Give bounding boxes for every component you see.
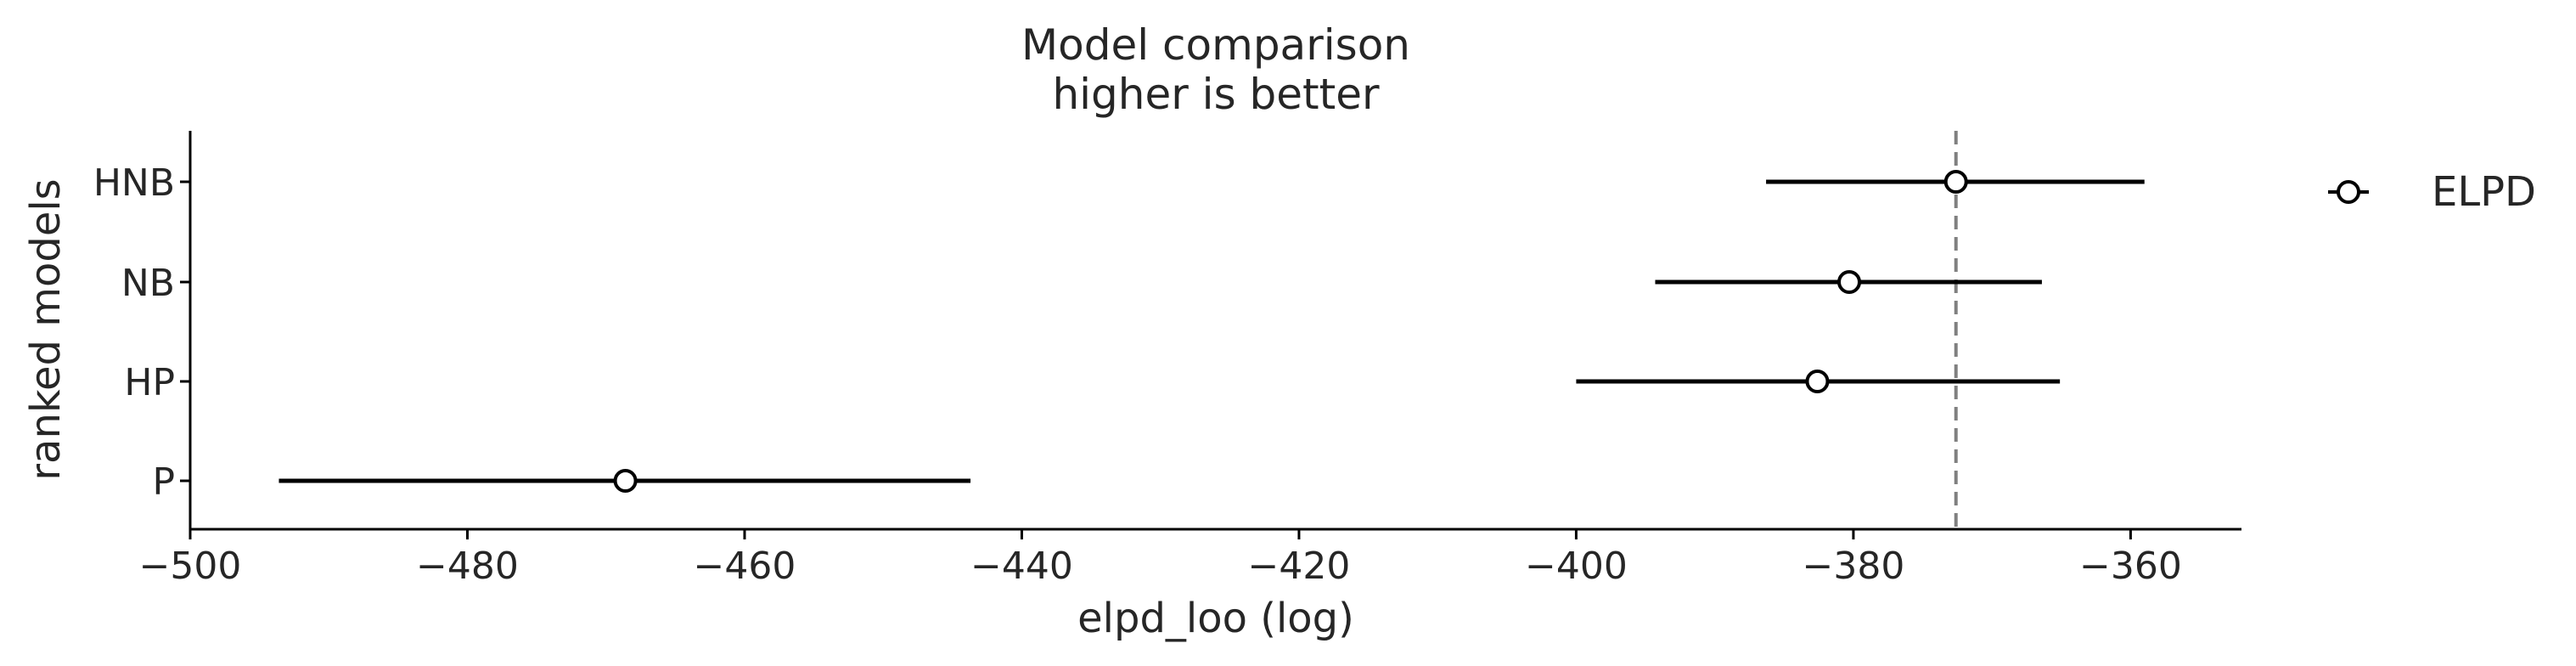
y-axis-label: ranked models (22, 178, 70, 480)
x-tick-label: −460 (694, 545, 796, 588)
x-axis-label: elpd_loo (log) (1077, 595, 1354, 642)
y-tick-label-nb: NB (121, 262, 175, 305)
y-tick-label-hnb: HNB (93, 161, 175, 205)
x-ticks: −500 −480 −460 −440 −420 −400 −380 −360 (139, 529, 2182, 588)
y-tick-label-p: P (152, 460, 175, 504)
point-hnb (1943, 170, 1968, 194)
point-hp (1805, 370, 1830, 393)
data-points (613, 170, 1968, 493)
x-tick-label: −420 (1248, 545, 1351, 588)
x-tick-label: −400 (1525, 545, 1628, 588)
x-tick-label: −500 (139, 545, 242, 588)
x-tick-label: −360 (2079, 545, 2182, 588)
y-tick-label-hp: HP (124, 361, 175, 404)
legend: ELPD (2328, 168, 2536, 216)
point-nb (1837, 270, 1862, 294)
x-tick-label: −380 (1802, 545, 1904, 588)
chart-subtitle: higher is better (1052, 70, 1380, 119)
error-bars (278, 179, 2145, 483)
y-ticks: HNB NB HP P (93, 161, 190, 504)
legend-label: ELPD (2432, 168, 2536, 216)
x-tick-label: −440 (970, 545, 1073, 588)
legend-marker (2337, 180, 2360, 204)
chart-title: Model comparison (1021, 20, 1410, 70)
point-p (613, 469, 638, 493)
x-tick-label: −480 (416, 545, 519, 588)
